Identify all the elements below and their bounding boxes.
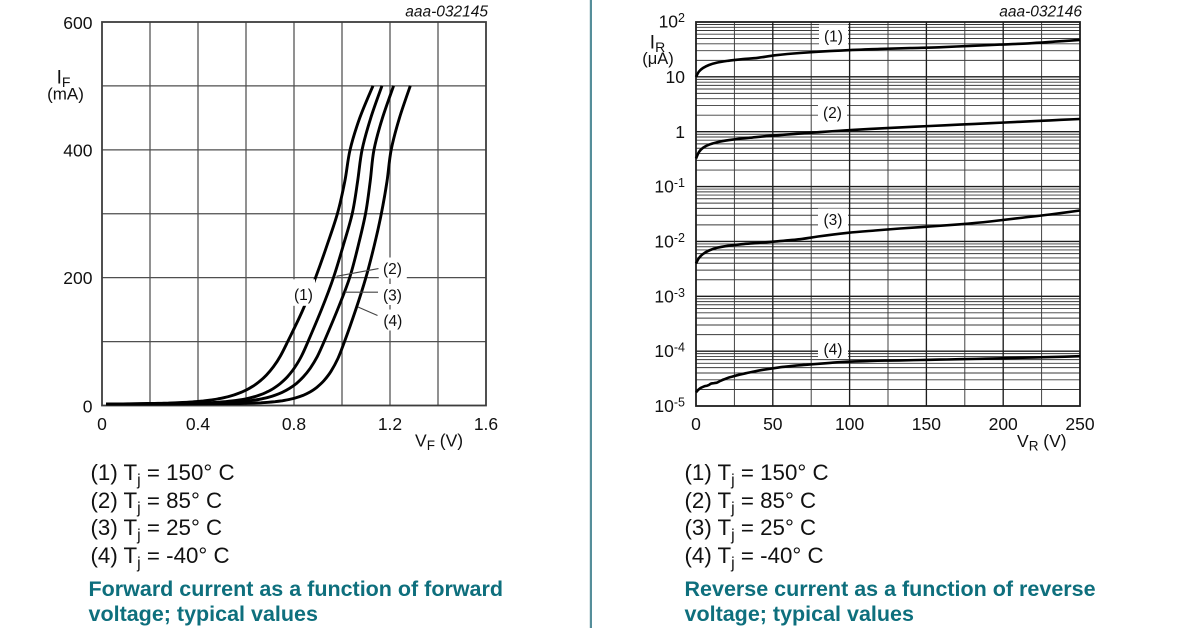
svg-text:IF: IF <box>57 68 71 91</box>
svg-text:VF (V): VF (V) <box>415 431 463 454</box>
svg-text:aaa-032145: aaa-032145 <box>405 4 488 21</box>
svg-text:(2): (2) <box>823 105 842 122</box>
svg-text:0.4: 0.4 <box>186 414 211 434</box>
svg-text:50: 50 <box>763 414 783 434</box>
svg-text:150: 150 <box>912 414 941 434</box>
svg-text:(1): (1) <box>294 287 313 304</box>
svg-text:1: 1 <box>675 122 685 142</box>
svg-text:(3): (3) <box>383 288 402 305</box>
svg-text:100: 100 <box>835 414 864 434</box>
svg-text:0: 0 <box>83 397 93 417</box>
svg-text:(2): (2) <box>383 261 402 278</box>
svg-text:(μA): (μA) <box>642 50 674 68</box>
svg-text:(3): (3) <box>824 212 843 229</box>
svg-text:200: 200 <box>63 268 92 288</box>
svg-text:200: 200 <box>989 414 1018 434</box>
svg-text:(1): (1) <box>824 29 843 46</box>
svg-text:1.6: 1.6 <box>474 414 498 434</box>
svg-text:1.2: 1.2 <box>378 414 402 434</box>
svg-text:(4): (4) <box>824 342 843 359</box>
svg-text:400: 400 <box>63 141 92 161</box>
svg-text:(mA): (mA) <box>47 84 84 103</box>
svg-text:600: 600 <box>63 13 92 33</box>
svg-text:VR (V): VR (V) <box>1017 431 1067 454</box>
svg-text:(4): (4) <box>383 313 402 330</box>
svg-text:IR: IR <box>650 33 665 56</box>
svg-text:aaa-032146: aaa-032146 <box>999 4 1082 21</box>
svg-text:10: 10 <box>666 67 686 87</box>
svg-text:250: 250 <box>1065 414 1094 434</box>
svg-text:0.8: 0.8 <box>282 414 306 434</box>
svg-text:0: 0 <box>97 414 107 434</box>
svg-text:0: 0 <box>691 414 701 434</box>
